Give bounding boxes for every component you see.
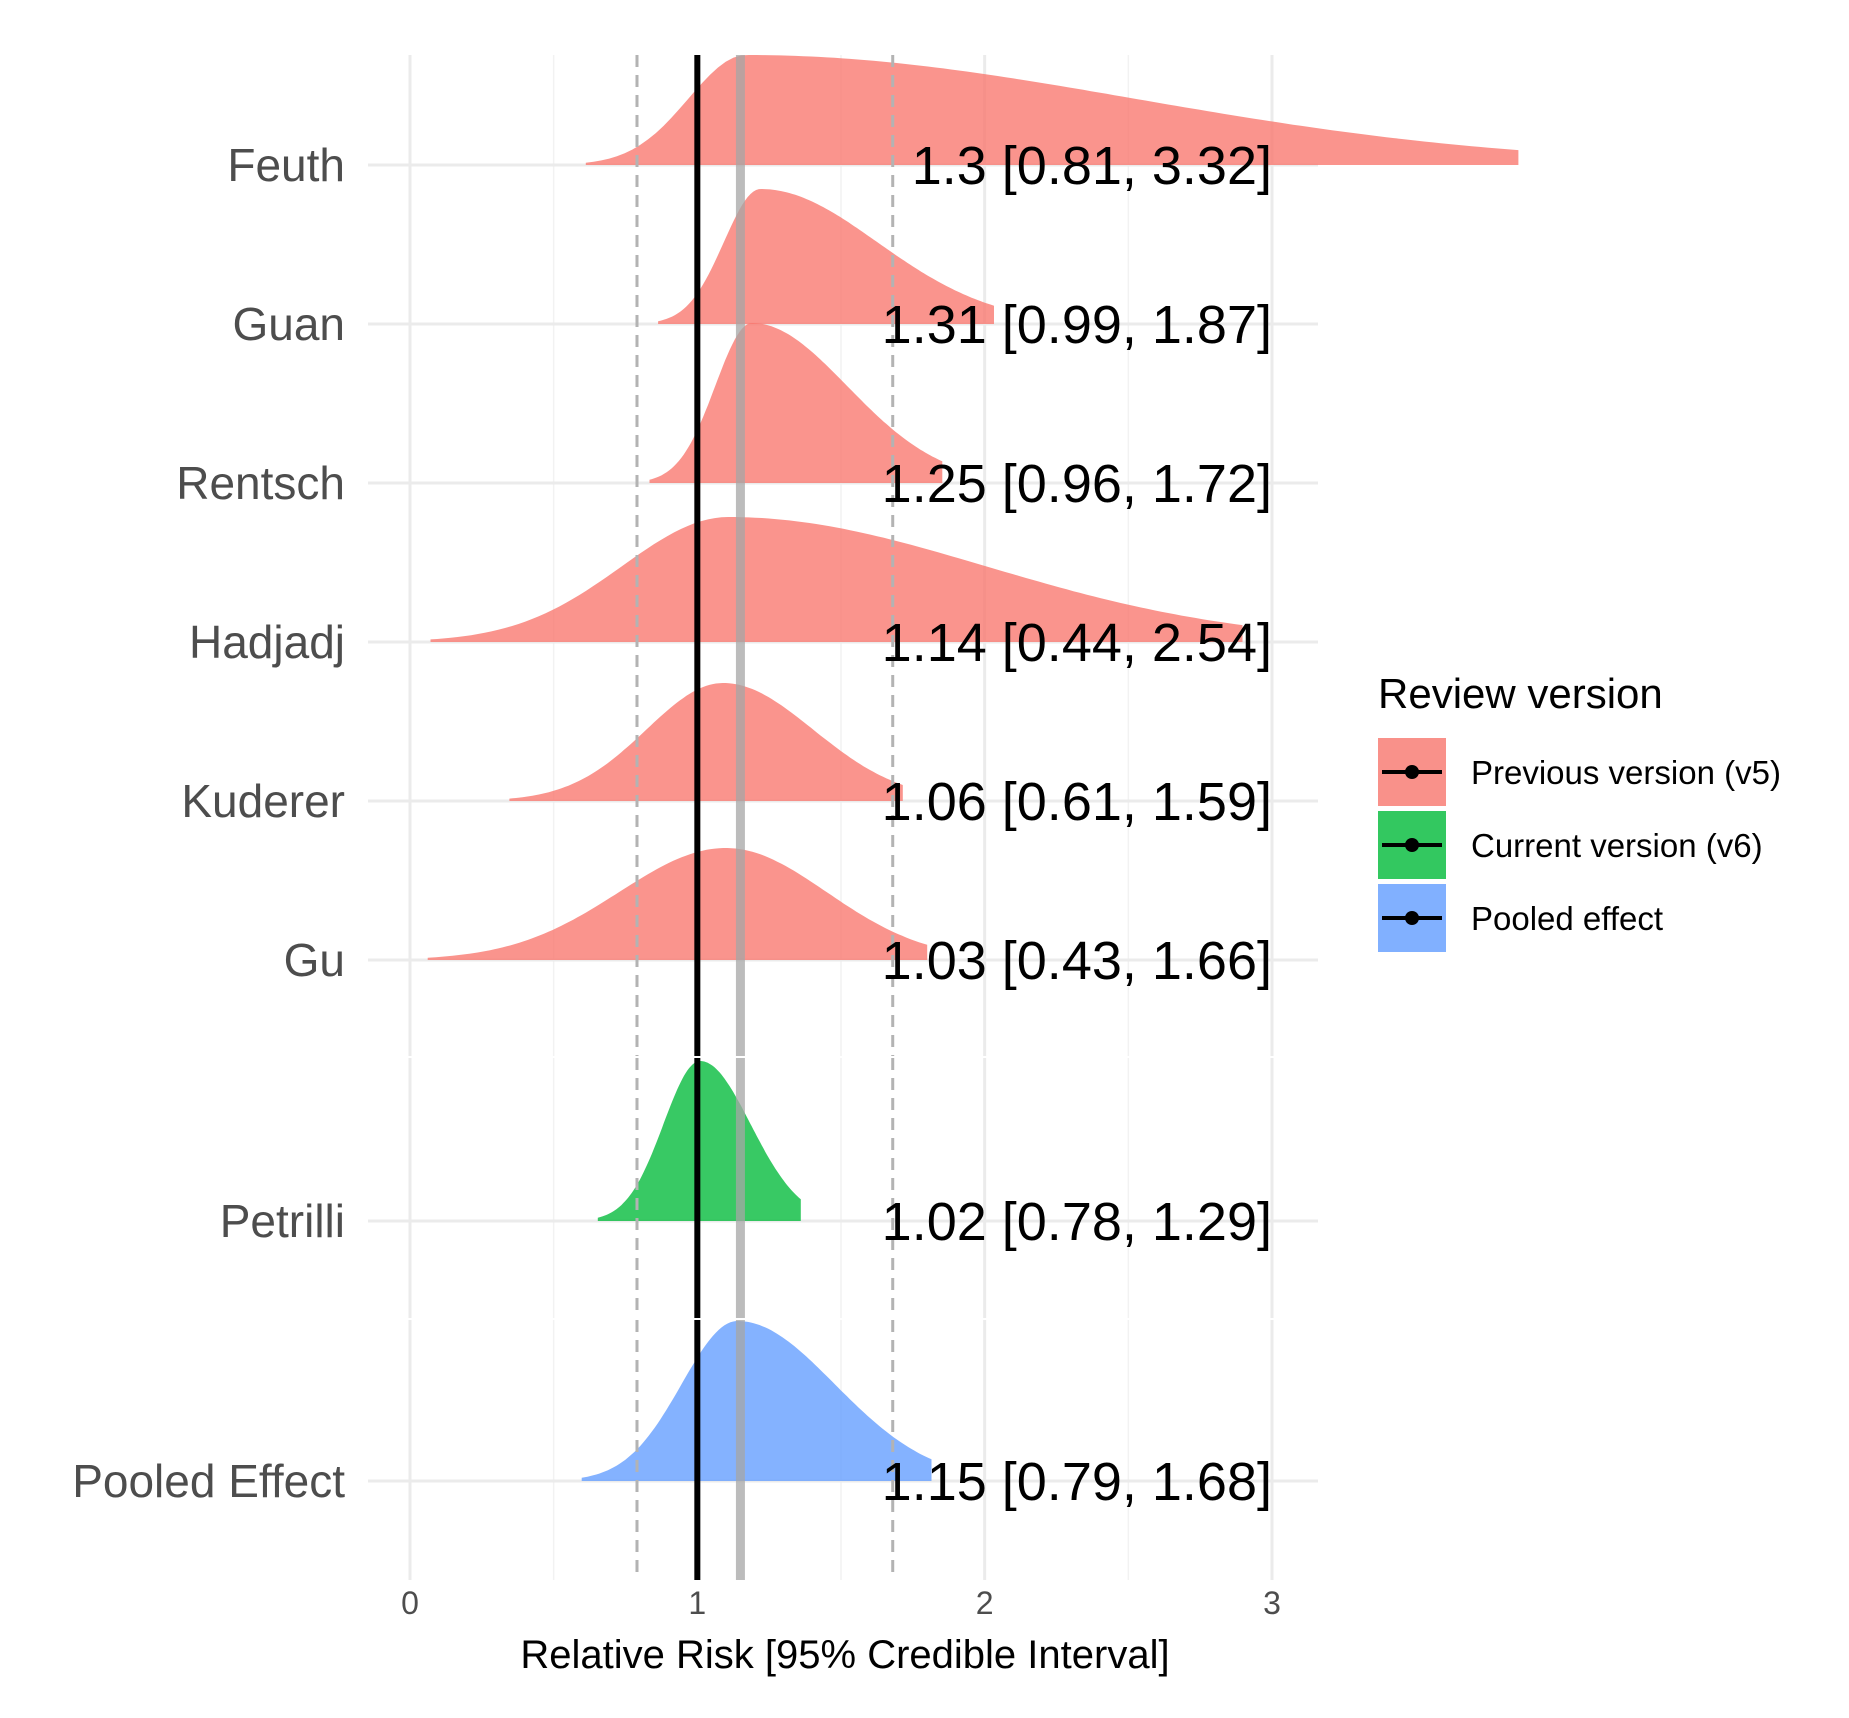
estimate-label: 1.31 [0.99, 1.87] (882, 295, 1272, 355)
study-label: Guan (232, 298, 345, 350)
x-axis-ticks: 0 1 2 3 (401, 1585, 1281, 1621)
legend-label: Current version (v6) (1471, 827, 1763, 864)
legend-label: Previous version (v5) (1471, 754, 1781, 791)
density-ridge-feuth (585, 55, 1519, 165)
study-labels: Feuth Guan Rentsch Hadjadj Kuderer Gu Petrilli… (72, 139, 345, 1507)
x-axis-title: Relative Risk [95% Credible Interval] (520, 1633, 1169, 1677)
legend: Review version Previous version (v5) Curr… (1378, 670, 1781, 952)
legend-title: Review version (1378, 670, 1663, 717)
x-tick-label: 3 (1263, 1585, 1281, 1621)
x-tick-label: 1 (688, 1585, 706, 1621)
density-ridges (427, 55, 1519, 1481)
legend-items: Previous version (v5) Current version (v6… (1378, 738, 1781, 952)
estimate-label: 1.03 [0.43, 1.66] (882, 931, 1272, 991)
study-label: Rentsch (176, 457, 345, 509)
legend-key-point (1405, 838, 1419, 852)
estimate-label: 1.14 [0.44, 2.54] (882, 613, 1272, 673)
density-ridge-rentsch (649, 323, 943, 483)
reference-lines (635, 55, 895, 1580)
legend-key-point (1405, 911, 1419, 925)
study-label: Petrilli (220, 1195, 345, 1247)
density-ridge-kuderer (509, 683, 903, 801)
study-label: Kuderer (181, 775, 345, 827)
estimate-label: 1.02 [0.78, 1.29] (882, 1192, 1272, 1252)
legend-label: Pooled effect (1471, 900, 1663, 937)
x-tick-label: 0 (401, 1585, 419, 1621)
x-tick-label: 2 (976, 1585, 994, 1621)
estimate-label: 1.06 [0.61, 1.59] (882, 772, 1272, 832)
density-ridge-gu (427, 848, 928, 960)
density-ridge-pooled-effect (581, 1321, 932, 1481)
estimate-label: 1.25 [0.96, 1.72] (882, 454, 1272, 514)
study-label: Gu (284, 934, 345, 986)
estimate-label: 1.15 [0.79, 1.68] (882, 1452, 1272, 1512)
legend-key-point (1405, 765, 1419, 779)
study-label: Hadjadj (189, 616, 345, 668)
estimate-label: 1.3 [0.81, 3.32] (912, 136, 1272, 196)
study-label: Pooled Effect (72, 1455, 345, 1507)
density-ridge-hadjadj (430, 517, 1243, 642)
study-label: Feuth (227, 139, 345, 191)
estimate-labels: 1.3 [0.81, 3.32] 1.31 [0.99, 1.87] 1.25 [0… (882, 136, 1272, 1512)
